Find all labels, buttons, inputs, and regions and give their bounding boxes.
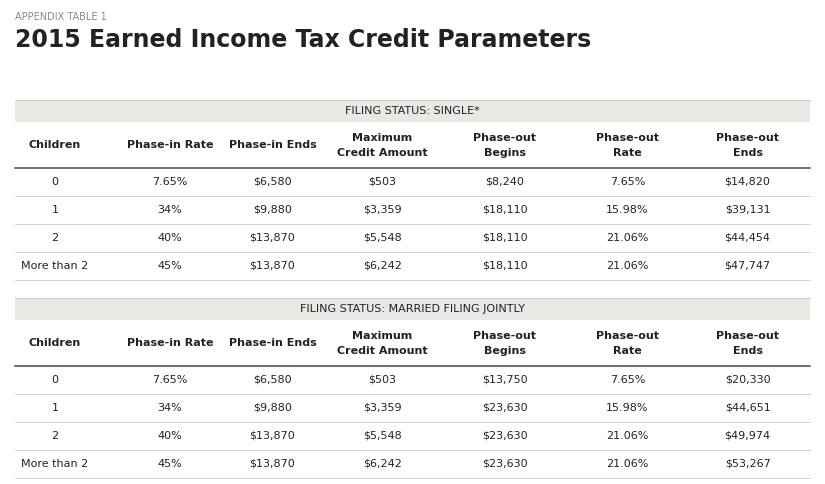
Bar: [15, 366, 810, 394]
Text: FILING STATUS: SINGLE*: FILING STATUS: SINGLE*: [345, 106, 480, 116]
Text: Phase-out: Phase-out: [716, 133, 779, 143]
Text: 1: 1: [51, 403, 59, 413]
Text: 1: 1: [51, 205, 59, 215]
Text: 45%: 45%: [158, 261, 182, 271]
Text: More than 2: More than 2: [21, 261, 88, 271]
Text: Ends: Ends: [733, 148, 762, 158]
Text: More than 2: More than 2: [21, 459, 88, 469]
Text: $503: $503: [369, 375, 397, 385]
Bar: [15, 394, 810, 422]
Text: 34%: 34%: [158, 403, 182, 413]
Bar: [15, 252, 810, 280]
Text: Phase-out: Phase-out: [474, 331, 536, 341]
Text: $13,750: $13,750: [482, 375, 528, 385]
Text: 21.06%: 21.06%: [606, 459, 648, 469]
Text: 2015 Earned Income Tax Credit Parameters: 2015 Earned Income Tax Credit Parameters: [15, 28, 592, 52]
Text: Begins: Begins: [484, 148, 526, 158]
Text: $23,630: $23,630: [482, 459, 528, 469]
Bar: [15, 100, 810, 122]
Text: $6,242: $6,242: [363, 459, 402, 469]
Text: 45%: 45%: [158, 459, 182, 469]
Text: Phase-in Rate: Phase-in Rate: [127, 338, 213, 348]
Text: Children: Children: [29, 140, 81, 150]
Text: $44,454: $44,454: [724, 233, 771, 243]
Bar: [15, 320, 810, 366]
Text: Maximum: Maximum: [352, 133, 412, 143]
Text: $503: $503: [369, 177, 397, 187]
Text: Rate: Rate: [613, 346, 642, 356]
Text: 21.06%: 21.06%: [606, 431, 648, 441]
Text: 0: 0: [51, 375, 59, 385]
Text: 2: 2: [51, 233, 59, 243]
Text: 40%: 40%: [158, 431, 182, 441]
Text: $5,548: $5,548: [363, 233, 402, 243]
Bar: [15, 422, 810, 450]
Text: Phase-in Ends: Phase-in Ends: [229, 338, 316, 348]
Text: 7.65%: 7.65%: [610, 375, 645, 385]
Text: $3,359: $3,359: [363, 205, 402, 215]
Text: 7.65%: 7.65%: [610, 177, 645, 187]
Text: $9,880: $9,880: [253, 205, 292, 215]
Text: FILING STATUS: MARRIED FILING JOINTLY: FILING STATUS: MARRIED FILING JOINTLY: [300, 304, 525, 314]
Text: $13,870: $13,870: [250, 459, 295, 469]
Text: Rate: Rate: [613, 148, 642, 158]
Text: $13,870: $13,870: [250, 261, 295, 271]
Text: $3,359: $3,359: [363, 403, 402, 413]
Bar: [15, 196, 810, 224]
Text: 21.06%: 21.06%: [606, 233, 648, 243]
Text: $44,651: $44,651: [724, 403, 771, 413]
Text: Credit Amount: Credit Amount: [337, 346, 428, 356]
Text: Phase-out: Phase-out: [474, 133, 536, 143]
Text: Phase-out: Phase-out: [716, 331, 779, 341]
Text: 15.98%: 15.98%: [606, 205, 648, 215]
Text: 40%: 40%: [158, 233, 182, 243]
Text: Children: Children: [29, 338, 81, 348]
Text: 15.98%: 15.98%: [606, 403, 648, 413]
Text: Phase-out: Phase-out: [596, 331, 659, 341]
Text: $13,870: $13,870: [250, 431, 295, 441]
Text: Credit Amount: Credit Amount: [337, 148, 428, 158]
Text: Phase-in Ends: Phase-in Ends: [229, 140, 316, 150]
Text: $6,580: $6,580: [253, 177, 292, 187]
Text: $6,242: $6,242: [363, 261, 402, 271]
Text: $13,870: $13,870: [250, 233, 295, 243]
Bar: [15, 224, 810, 252]
Text: Ends: Ends: [733, 346, 762, 356]
Text: 7.65%: 7.65%: [153, 375, 188, 385]
Text: $23,630: $23,630: [482, 431, 528, 441]
Text: $5,548: $5,548: [363, 431, 402, 441]
Text: Phase-out: Phase-out: [596, 133, 659, 143]
Text: $53,267: $53,267: [724, 459, 771, 469]
Text: $14,820: $14,820: [724, 177, 771, 187]
Bar: [15, 298, 810, 320]
Text: Begins: Begins: [484, 346, 526, 356]
Text: 2: 2: [51, 431, 59, 441]
Text: 34%: 34%: [158, 205, 182, 215]
Text: $18,110: $18,110: [482, 205, 528, 215]
Text: $20,330: $20,330: [724, 375, 771, 385]
Text: 21.06%: 21.06%: [606, 261, 648, 271]
Text: $49,974: $49,974: [724, 431, 771, 441]
Bar: [15, 450, 810, 478]
Text: $47,747: $47,747: [724, 261, 771, 271]
Text: $23,630: $23,630: [482, 403, 528, 413]
Bar: [15, 122, 810, 168]
Text: $18,110: $18,110: [482, 233, 528, 243]
Text: APPENDIX TABLE 1: APPENDIX TABLE 1: [15, 12, 106, 22]
Text: $6,580: $6,580: [253, 375, 292, 385]
Text: $18,110: $18,110: [482, 261, 528, 271]
Text: 0: 0: [51, 177, 59, 187]
Bar: [15, 168, 810, 196]
Text: Maximum: Maximum: [352, 331, 412, 341]
Text: $39,131: $39,131: [724, 205, 771, 215]
Text: $9,880: $9,880: [253, 403, 292, 413]
Text: 7.65%: 7.65%: [153, 177, 188, 187]
Text: $8,240: $8,240: [486, 177, 525, 187]
Text: Phase-in Rate: Phase-in Rate: [127, 140, 213, 150]
